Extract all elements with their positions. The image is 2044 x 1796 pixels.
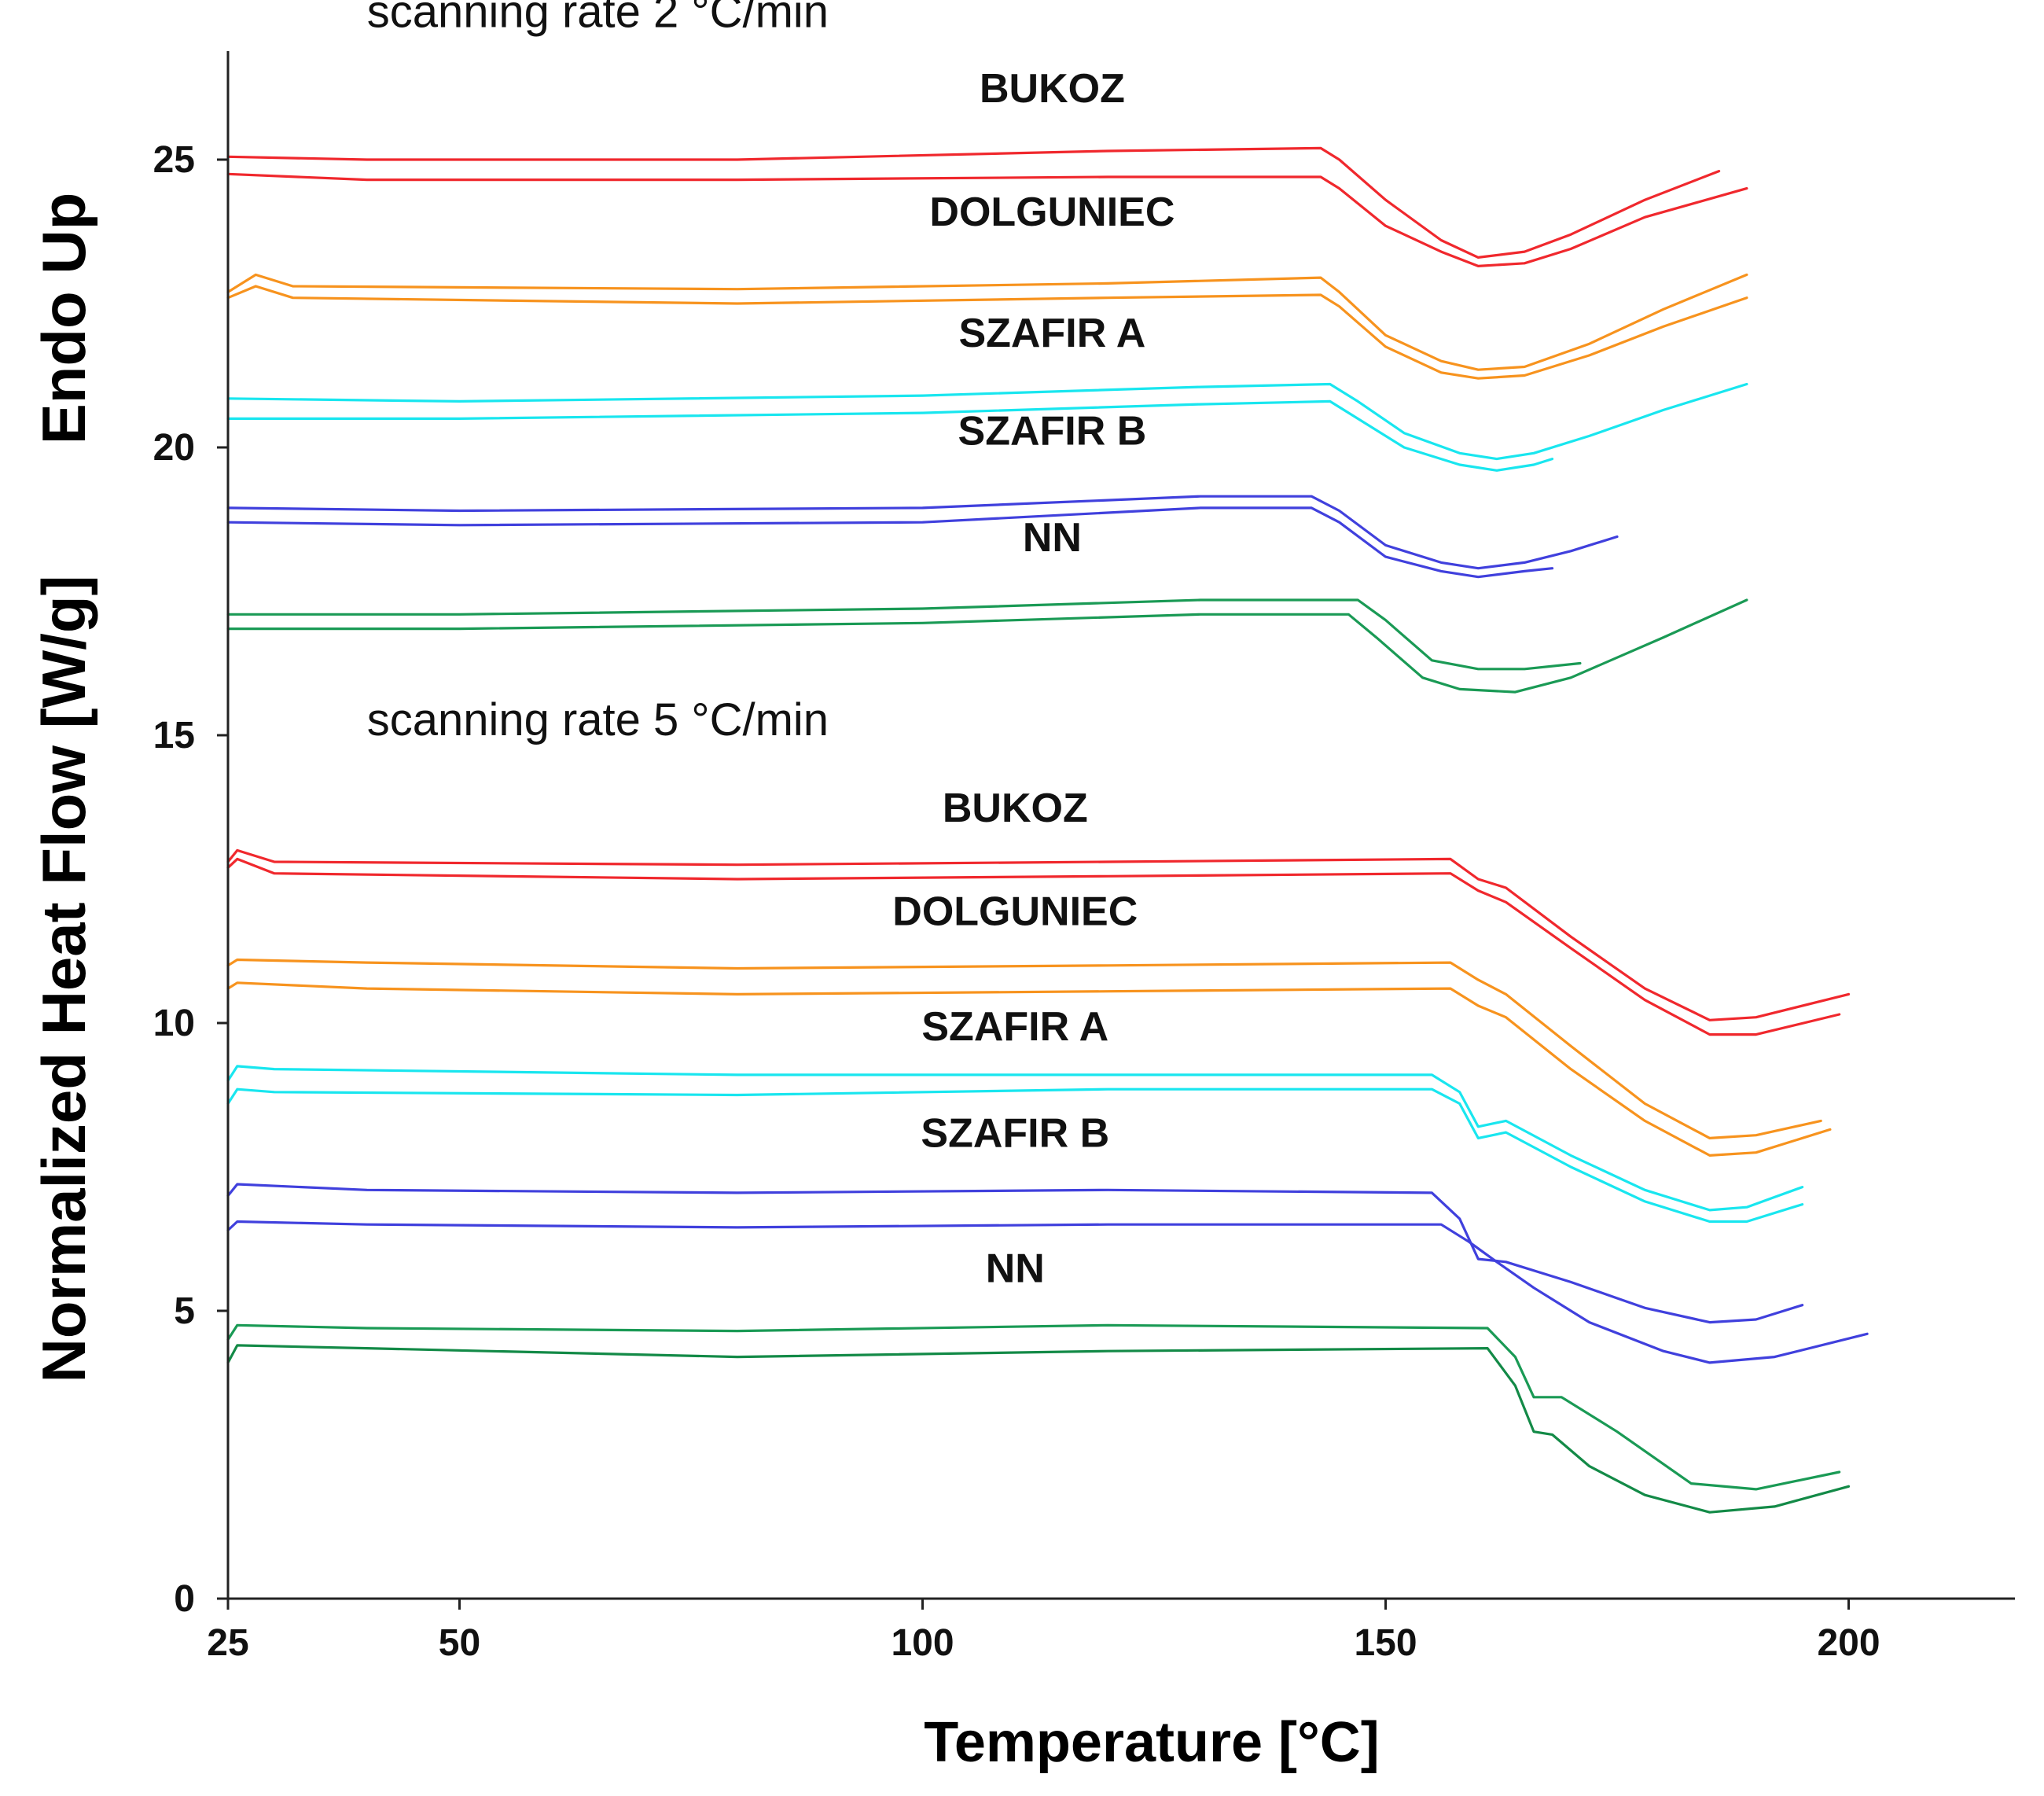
curve-5cpm-nn-run-1 [226,1323,1841,1491]
y-axis-title: Normalized Heat Flow [W/g] [29,575,98,1382]
scanning-rate-annotation: scanning rate 2 °C/min [367,0,829,38]
x-tick-label: 25 [207,1622,248,1664]
x-axis-title: Temperature [°C] [924,1711,1380,1774]
curve-2cpm-bukoz-run-2 [226,172,1748,267]
series-label-dolguniec: DOLGUNIEC [892,889,1138,935]
series-label-szafir-b: SZAFIR B [958,408,1147,454]
curve-2cpm-szafir-b-run-2 [226,506,1554,579]
curve-5cpm-dolguniec-run-1 [226,958,1822,1140]
curve-2cpm-szafir-b-run-1 [226,495,1619,570]
labels-layer: scanning rate 2 °C/min scanning rate 5 °C… [367,0,1175,1291]
curve-2cpm-bukoz-run-1 [226,146,1721,259]
axes [226,51,2015,1600]
y-tick-label: 20 [153,427,195,469]
ticks-layer: 25 50 100 150 200 0 5 10 15 20 25 [153,139,1880,1664]
x-tick-label: 100 [891,1622,954,1664]
y-tick-label: 10 [153,1003,195,1044]
curve-2cpm-dolguniec-run-1 [226,273,1748,371]
y-axis-title-endo-up: Endo Up [29,193,98,445]
x-tick-label: 150 [1354,1622,1417,1664]
x-tick-label: 200 [1817,1622,1880,1664]
curve-2cpm-szafir-a-run-2 [226,399,1554,472]
curve-5cpm-szafir-b-run-1 [226,1183,1804,1324]
curve-2cpm-szafir-a-run-1 [226,382,1748,461]
series-label-nn: NN [1023,515,1082,561]
series-label-bukoz: BUKOZ [943,786,1088,831]
series-label-bukoz: BUKOZ [980,66,1125,112]
series-label-szafir-b: SZAFIR B [921,1110,1109,1156]
y-tick-label: 15 [153,715,195,756]
series-label-szafir-a: SZAFIR A [921,1004,1108,1050]
curve-2cpm-nn-run-2 [226,598,1748,694]
scanning-rate-annotation: scanning rate 5 °C/min [367,694,829,745]
curves-layer [226,146,1869,1514]
curve-2cpm-dolguniec-run-2 [226,285,1748,380]
curve-2cpm-nn-run-1 [226,598,1582,671]
curve-5cpm-szafir-a-run-2 [226,1088,1804,1224]
curve-5cpm-szafir-a-run-1 [226,1065,1804,1212]
curve-5cpm-szafir-b-run-2 [226,1220,1869,1364]
curve-5cpm-bukoz-run-1 [226,848,1851,1021]
x-tick-label: 50 [439,1622,480,1664]
series-label-nn: NN [986,1246,1045,1291]
curve-5cpm-bukoz-run-2 [226,857,1841,1036]
curve-5cpm-nn-run-2 [226,1344,1851,1514]
y-tick-label: 0 [174,1578,195,1620]
curve-5cpm-dolguniec-run-2 [226,981,1832,1157]
y-tick-label: 5 [174,1290,195,1332]
y-tick-label: 25 [153,139,195,181]
series-label-dolguniec: DOLGUNIEC [929,190,1175,235]
series-label-szafir-a: SZAFIR A [958,311,1145,356]
